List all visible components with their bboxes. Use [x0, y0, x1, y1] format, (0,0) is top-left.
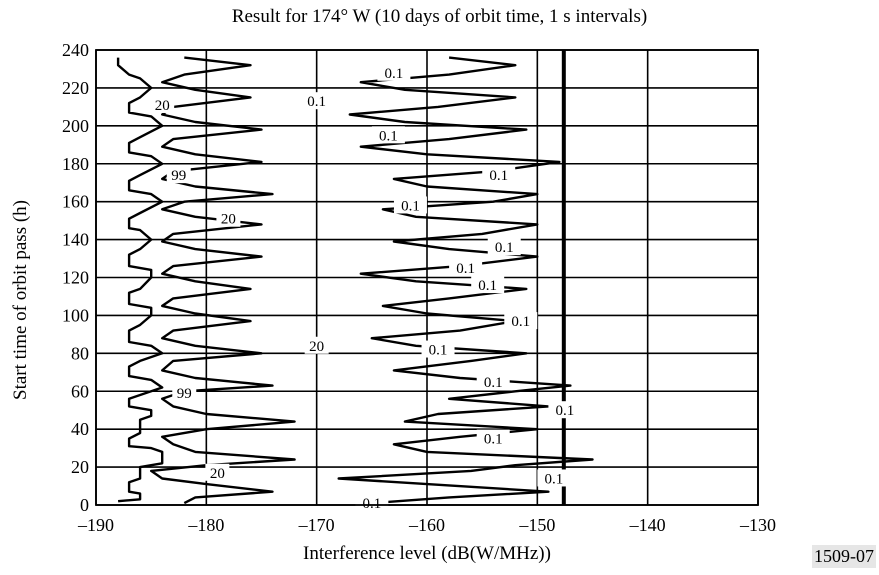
contour-label-bg: [304, 336, 329, 354]
y-tick-label: 20: [71, 457, 89, 477]
y-tick-label: 80: [71, 343, 89, 363]
chart-title: Result for 174° W (10 days of orbit time…: [231, 6, 648, 27]
y-tick-label: 180: [62, 154, 89, 174]
x-tick-label: –140: [629, 515, 666, 535]
contour-label: 0.1: [429, 343, 448, 359]
contour-label-bg: [482, 166, 516, 184]
contour-label-bg: [471, 276, 505, 294]
contour-label: 0.1: [379, 128, 398, 144]
contour-label: 0.1: [484, 432, 503, 448]
y-tick-label: 100: [62, 305, 89, 325]
plot-frame: [95, 49, 759, 506]
annotation-layer: 0.120 0.10.10.1990.10.1200.10.10.10.1200.…: [150, 63, 582, 512]
contour-label-bg: [355, 494, 389, 512]
contour-label: 0.1: [456, 261, 475, 277]
contour-label: 0.1: [545, 471, 564, 487]
series-line-99: [116, 57, 164, 503]
contour-label-bg: [393, 196, 427, 214]
x-tick-label: –170: [298, 515, 335, 535]
contour-label: 20: [221, 212, 236, 228]
contour-label: 0.1: [478, 278, 497, 294]
contour-label-bg: [371, 126, 405, 144]
contour-label-bg: [300, 92, 334, 110]
y-tick-label: 120: [62, 268, 89, 288]
contour-label: 20: [155, 98, 170, 114]
series-line-20: [150, 56, 296, 505]
contour-label-bg: [449, 259, 483, 277]
y-tick-label: 220: [62, 78, 89, 98]
contour-label: 0.1: [495, 240, 514, 256]
contour-label-bg: [166, 166, 191, 184]
y-tick-label: 40: [71, 419, 89, 439]
grid-layer: [95, 49, 759, 506]
x-tick-label: –190: [77, 515, 114, 535]
contour-label-bg: [548, 401, 582, 419]
contour-label-bg: [476, 372, 510, 390]
contour-label: 0.1: [556, 403, 575, 419]
x-tick-label: –150: [518, 515, 555, 535]
contour-label: 20: [309, 339, 324, 355]
contour-label-bg: [487, 238, 521, 256]
plot-frame-layer: [95, 49, 759, 506]
x-tick-label: –130: [739, 515, 776, 535]
tick-label-layer: –190 –180 –170 –160 –150 –140 –130 0 20 40 60 80 100…: [62, 40, 776, 535]
contour-label: 0.1: [385, 66, 404, 82]
y-tick-label: 240: [62, 40, 89, 60]
contour-label-bg: [172, 384, 197, 402]
y-tick-label: 200: [62, 116, 89, 136]
contour-label: 0.1: [401, 198, 420, 214]
x-tick-label: –180: [187, 515, 224, 535]
contour-label: 0.1: [484, 375, 503, 391]
contour-label-bg: [216, 209, 241, 227]
y-tick-label: 0: [80, 495, 89, 515]
contour-label-bg: [476, 429, 510, 447]
contour-label: 99: [171, 168, 186, 184]
contour-label-bg: [537, 469, 571, 487]
y-tick-label: 60: [71, 381, 89, 401]
contour-label: 0.1: [511, 314, 530, 330]
contour-label-bg: [205, 463, 230, 481]
contour-label-bg: [150, 95, 175, 113]
y-axis-label: Start time of orbit pass (h): [10, 200, 31, 400]
series-line-0-1: [337, 56, 594, 505]
x-tick-label: –160: [408, 515, 445, 535]
x-axis-label: Interference level (dB(W/MHz)): [303, 543, 551, 564]
series-layer: [116, 56, 594, 505]
contour-label-bg: [504, 312, 538, 330]
figure-id: 1509-07: [812, 545, 876, 568]
contour-label-bg: [377, 63, 411, 81]
contour-label: 99: [177, 386, 192, 402]
contour-label: 0.1: [307, 94, 326, 110]
y-tick-label: 160: [62, 192, 89, 212]
contour-label-bg: [421, 340, 455, 358]
contour-label: 0.1: [489, 168, 508, 184]
contour-label: 20: [210, 466, 225, 482]
y-tick-label: 140: [62, 230, 89, 250]
